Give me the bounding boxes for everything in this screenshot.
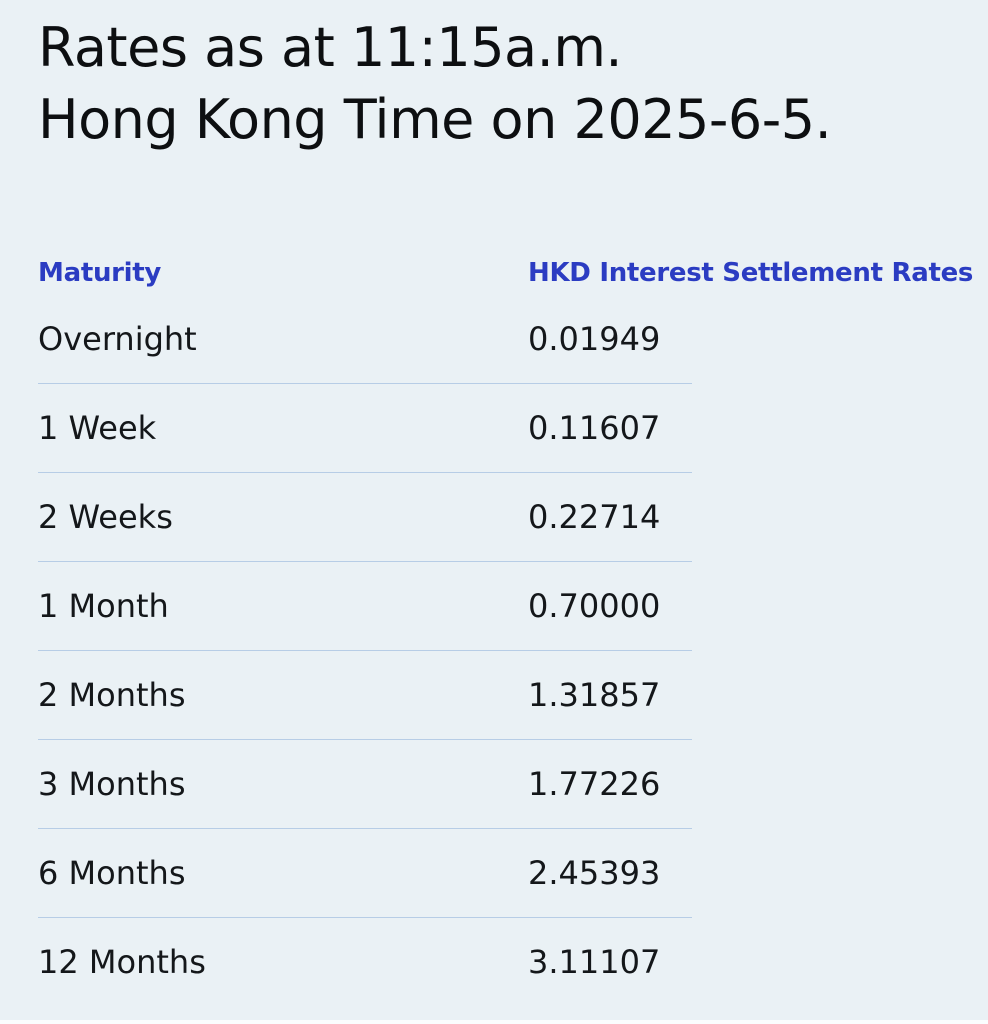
table-row: 12 Months 3.11107 bbox=[38, 917, 692, 1006]
table-row: 6 Months 2.45393 bbox=[38, 828, 692, 917]
title-line-2: Hong Kong Time on 2025-6-5. bbox=[38, 88, 832, 151]
page-bottom-edge bbox=[0, 1020, 988, 1024]
rate-cell: 1.77226 bbox=[528, 765, 661, 803]
table-row: 1 Month 0.70000 bbox=[38, 561, 692, 650]
rate-cell: 0.70000 bbox=[528, 587, 661, 625]
rate-cell: 0.11607 bbox=[528, 409, 661, 447]
title-line-1: Rates as at 11:15a.m. bbox=[38, 16, 623, 79]
maturity-cell: 1 Month bbox=[38, 587, 169, 625]
maturity-cell: 2 Weeks bbox=[38, 498, 173, 536]
maturity-cell: 6 Months bbox=[38, 854, 186, 892]
rate-cell: 0.22714 bbox=[528, 498, 661, 536]
rates-table: Maturity HKD Interest Settlement Rates O… bbox=[38, 251, 973, 1006]
column-header-settlement-rates: HKD Interest Settlement Rates bbox=[528, 258, 974, 288]
column-header-maturity: Maturity bbox=[38, 258, 162, 288]
rate-cell: 1.31857 bbox=[528, 676, 661, 714]
rate-cell: 3.11107 bbox=[528, 943, 661, 981]
table-row: 1 Week 0.11607 bbox=[38, 383, 692, 472]
table-header-row: Maturity HKD Interest Settlement Rates bbox=[38, 251, 973, 295]
maturity-cell: 12 Months bbox=[38, 943, 206, 981]
table-row: Overnight 0.01949 bbox=[38, 295, 692, 383]
maturity-cell: 1 Week bbox=[38, 409, 157, 447]
page-title: Rates as at 11:15a.m. Hong Kong Time on … bbox=[38, 12, 968, 156]
maturity-cell: Overnight bbox=[38, 320, 197, 358]
table-row: 3 Months 1.77226 bbox=[38, 739, 692, 828]
maturity-cell: 3 Months bbox=[38, 765, 186, 803]
maturity-cell: 2 Months bbox=[38, 676, 186, 714]
table-row: 2 Months 1.31857 bbox=[38, 650, 692, 739]
rate-cell: 2.45393 bbox=[528, 854, 661, 892]
table-row: 2 Weeks 0.22714 bbox=[38, 472, 692, 561]
page-content: Rates as at 11:15a.m. Hong Kong Time on … bbox=[0, 12, 988, 1006]
rate-cell: 0.01949 bbox=[528, 320, 661, 358]
